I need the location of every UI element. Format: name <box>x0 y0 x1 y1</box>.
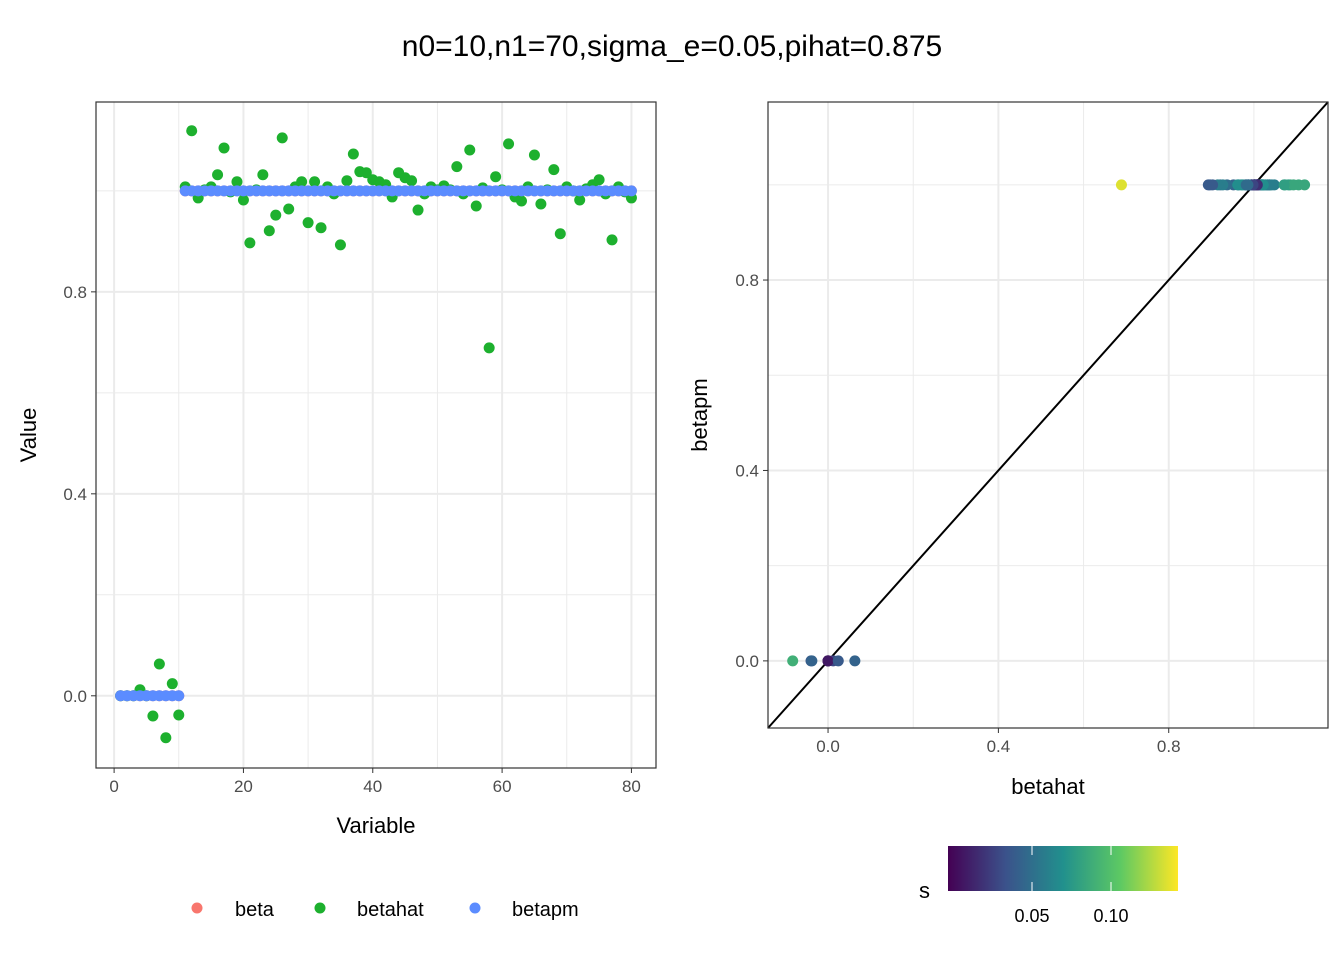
betahat-point <box>593 174 605 186</box>
left-panel: 0 20 40 60 80 0.0 0.4 0.8 <box>63 101 657 796</box>
betahat-point <box>334 239 346 251</box>
right-y-axis-label: betapm <box>687 378 712 451</box>
betahat-point <box>315 222 327 234</box>
scatter-point <box>849 655 861 667</box>
betahat-point <box>528 149 540 161</box>
betahat-point <box>535 198 547 210</box>
legend-label-betapm: betapm <box>512 899 579 921</box>
betahat-point <box>360 167 372 179</box>
x-tick-label: 0.4 <box>987 737 1011 756</box>
y-tick-label: 0.8 <box>63 283 87 302</box>
betahat-point <box>212 169 224 181</box>
betahat-point <box>464 144 476 156</box>
x-tick-label: 20 <box>234 777 253 796</box>
betahat-point <box>186 125 198 137</box>
legend-label-beta: beta <box>235 899 275 921</box>
betahat-point <box>503 138 515 150</box>
betahat-point <box>276 132 288 144</box>
chart-title: n0=10,n1=70,sigma_e=0.05,pihat=0.875 <box>402 30 942 63</box>
colorbar-tick: 0.10 <box>1093 906 1128 926</box>
x-tick-label: 60 <box>493 777 512 796</box>
betahat-point <box>237 194 249 206</box>
betahat-point <box>347 148 359 160</box>
legend-key-beta <box>191 902 203 914</box>
betahat-point <box>490 171 502 183</box>
betahat-point <box>173 709 185 721</box>
betahat-point <box>470 200 482 212</box>
betahat-point <box>231 176 243 188</box>
betahat-point <box>218 142 230 154</box>
identity-line <box>767 101 1329 729</box>
x-tick-label: 0.0 <box>816 737 840 756</box>
scatter-point <box>806 655 818 667</box>
betahat-point <box>309 176 321 188</box>
betahat-point <box>483 342 495 354</box>
right-panel: 0.0 0.4 0.8 0.0 0.4 0.8 <box>735 101 1329 756</box>
legend-key-betapm <box>469 902 481 914</box>
betahat-point <box>263 225 275 237</box>
betahat-point <box>451 161 463 173</box>
x-tick-label: 40 <box>363 777 382 796</box>
y-tick-label: 0.0 <box>735 652 759 671</box>
y-tick-label: 0.8 <box>735 271 759 290</box>
betahat-point <box>270 209 282 221</box>
right-x-axis-label: betahat <box>1011 774 1084 799</box>
x-tick-label: 80 <box>622 777 641 796</box>
betahat-point <box>574 194 586 206</box>
betahat-point <box>147 710 159 722</box>
y-tick-label: 0.4 <box>735 461 759 480</box>
y-tick-label: 0.0 <box>63 687 87 706</box>
betahat-point <box>166 678 178 690</box>
y-tick-label: 0.4 <box>63 485 87 504</box>
scatter-point <box>1278 179 1290 191</box>
betapm-point <box>173 690 185 702</box>
betahat-point <box>412 204 424 216</box>
betahat-point <box>341 175 353 187</box>
betahat-point <box>160 732 172 744</box>
legend-label-betahat: betahat <box>357 899 424 921</box>
panel-border <box>767 101 1329 729</box>
scatter-point <box>1115 179 1127 191</box>
betahat-point <box>302 217 314 229</box>
betahat-point <box>296 176 308 188</box>
betahat-point <box>153 658 165 670</box>
legend: beta betahat betapm <box>191 899 579 921</box>
betahat-point <box>406 175 418 187</box>
scatter-point <box>787 655 799 667</box>
scatter-point <box>832 655 844 667</box>
colorbar: s 0.05 0.10 <box>919 846 1178 926</box>
x-tick-label: 0 <box>109 777 118 796</box>
x-tick-label: 0.8 <box>1157 737 1181 756</box>
plot-background <box>96 102 656 768</box>
scatter-point <box>822 655 834 667</box>
panel-border <box>95 101 657 769</box>
scatter-point <box>1242 179 1254 191</box>
legend-key-betahat <box>314 902 326 914</box>
betahat-point <box>554 228 566 240</box>
colorbar-gradient <box>948 846 1178 891</box>
scatter-point <box>1207 179 1219 191</box>
scatter-point <box>1266 179 1278 191</box>
betapm-point <box>625 185 637 197</box>
colorbar-tick: 0.05 <box>1014 906 1049 926</box>
scatter-point <box>1288 179 1300 191</box>
betahat-point <box>606 234 618 246</box>
betahat-point <box>515 195 527 207</box>
colorbar-title: s <box>919 878 930 903</box>
betahat-point <box>283 203 295 215</box>
betahat-point <box>257 169 269 181</box>
betahat-point <box>244 237 256 249</box>
left-x-axis-label: Variable <box>336 813 415 838</box>
betahat-point <box>548 164 560 176</box>
left-y-axis-label: Value <box>16 408 41 463</box>
